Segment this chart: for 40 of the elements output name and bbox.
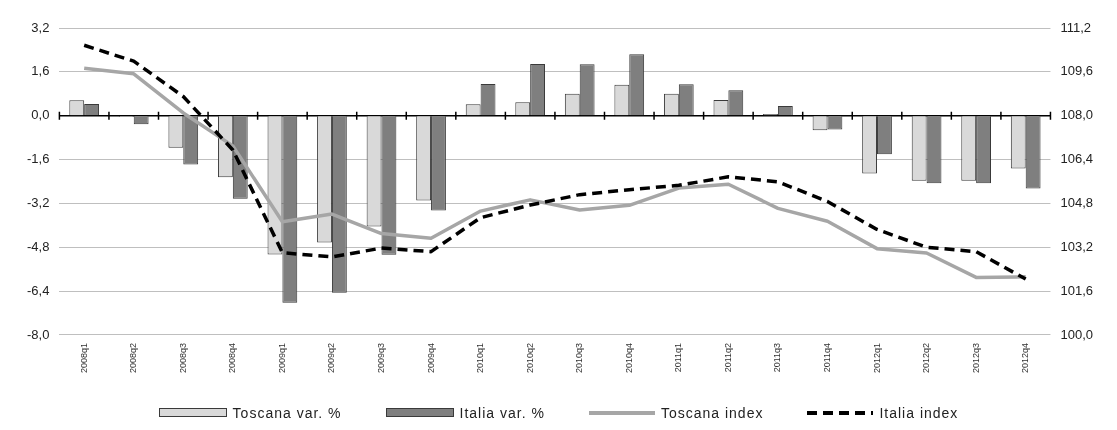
legend-label: Toscana var. % — [232, 404, 342, 421]
y-tick-label: 3,2 — [31, 19, 50, 35]
x-tick-label: 2010q3 — [574, 342, 585, 374]
x-tick-label: 2010q4 — [623, 342, 634, 374]
y-tick-label: -1,6 — [26, 151, 50, 167]
y2-tick-label: 106,4 — [1060, 151, 1094, 167]
x-tick-label: 2008q3 — [177, 342, 188, 374]
x-tick-label: 2009q4 — [425, 342, 436, 374]
x-tick-label: 2009q2 — [326, 342, 337, 374]
y2-tick-label: 101,6 — [1060, 282, 1094, 298]
x-tick-label: 2011q4 — [821, 342, 832, 373]
x-tick-label: 2011q1 — [673, 342, 684, 373]
x-tick-label: 2012q4 — [1020, 342, 1031, 374]
legend-label: Italia var. % — [459, 404, 545, 421]
x-tick-label: 2012q1 — [871, 342, 882, 374]
y-tick-label: -6,4 — [26, 282, 50, 298]
x-tick-label: 2012q2 — [921, 342, 932, 374]
y-tick-label: -8,0 — [26, 326, 50, 342]
x-tick-label: 2011q3 — [772, 342, 783, 373]
y-tick-label: -3,2 — [26, 194, 50, 210]
x-tick-label: 2008q4 — [227, 342, 238, 374]
x-tick-label: 2010q1 — [475, 342, 486, 374]
y2-tick-label: 109,6 — [1060, 63, 1094, 79]
x-tick-label: 2008q2 — [128, 342, 139, 374]
x-tick-label: 2009q3 — [375, 342, 386, 374]
y2-tick-label: 111,2 — [1060, 19, 1092, 35]
y2-tick-label: 100,0 — [1060, 326, 1094, 342]
y-tick-label: 1,6 — [31, 63, 50, 79]
y-tick-label: -4,8 — [26, 238, 50, 254]
x-tick-label: 2008q1 — [78, 342, 89, 374]
y2-tick-label: 103,2 — [1060, 238, 1094, 254]
y2-tick-label: 104,8 — [1060, 194, 1094, 210]
x-tick-label: 2009q1 — [276, 342, 287, 374]
legend-label: Toscana index — [660, 404, 764, 421]
x-tick-label: 2011q2 — [722, 342, 733, 373]
y-tick-label: 0,0 — [31, 107, 50, 123]
x-tick-label: 2012q3 — [970, 342, 981, 374]
legend-label: Italia index — [879, 404, 959, 421]
y2-tick-label: 108,0 — [1060, 107, 1094, 123]
x-tick-label: 2010q2 — [524, 342, 535, 374]
